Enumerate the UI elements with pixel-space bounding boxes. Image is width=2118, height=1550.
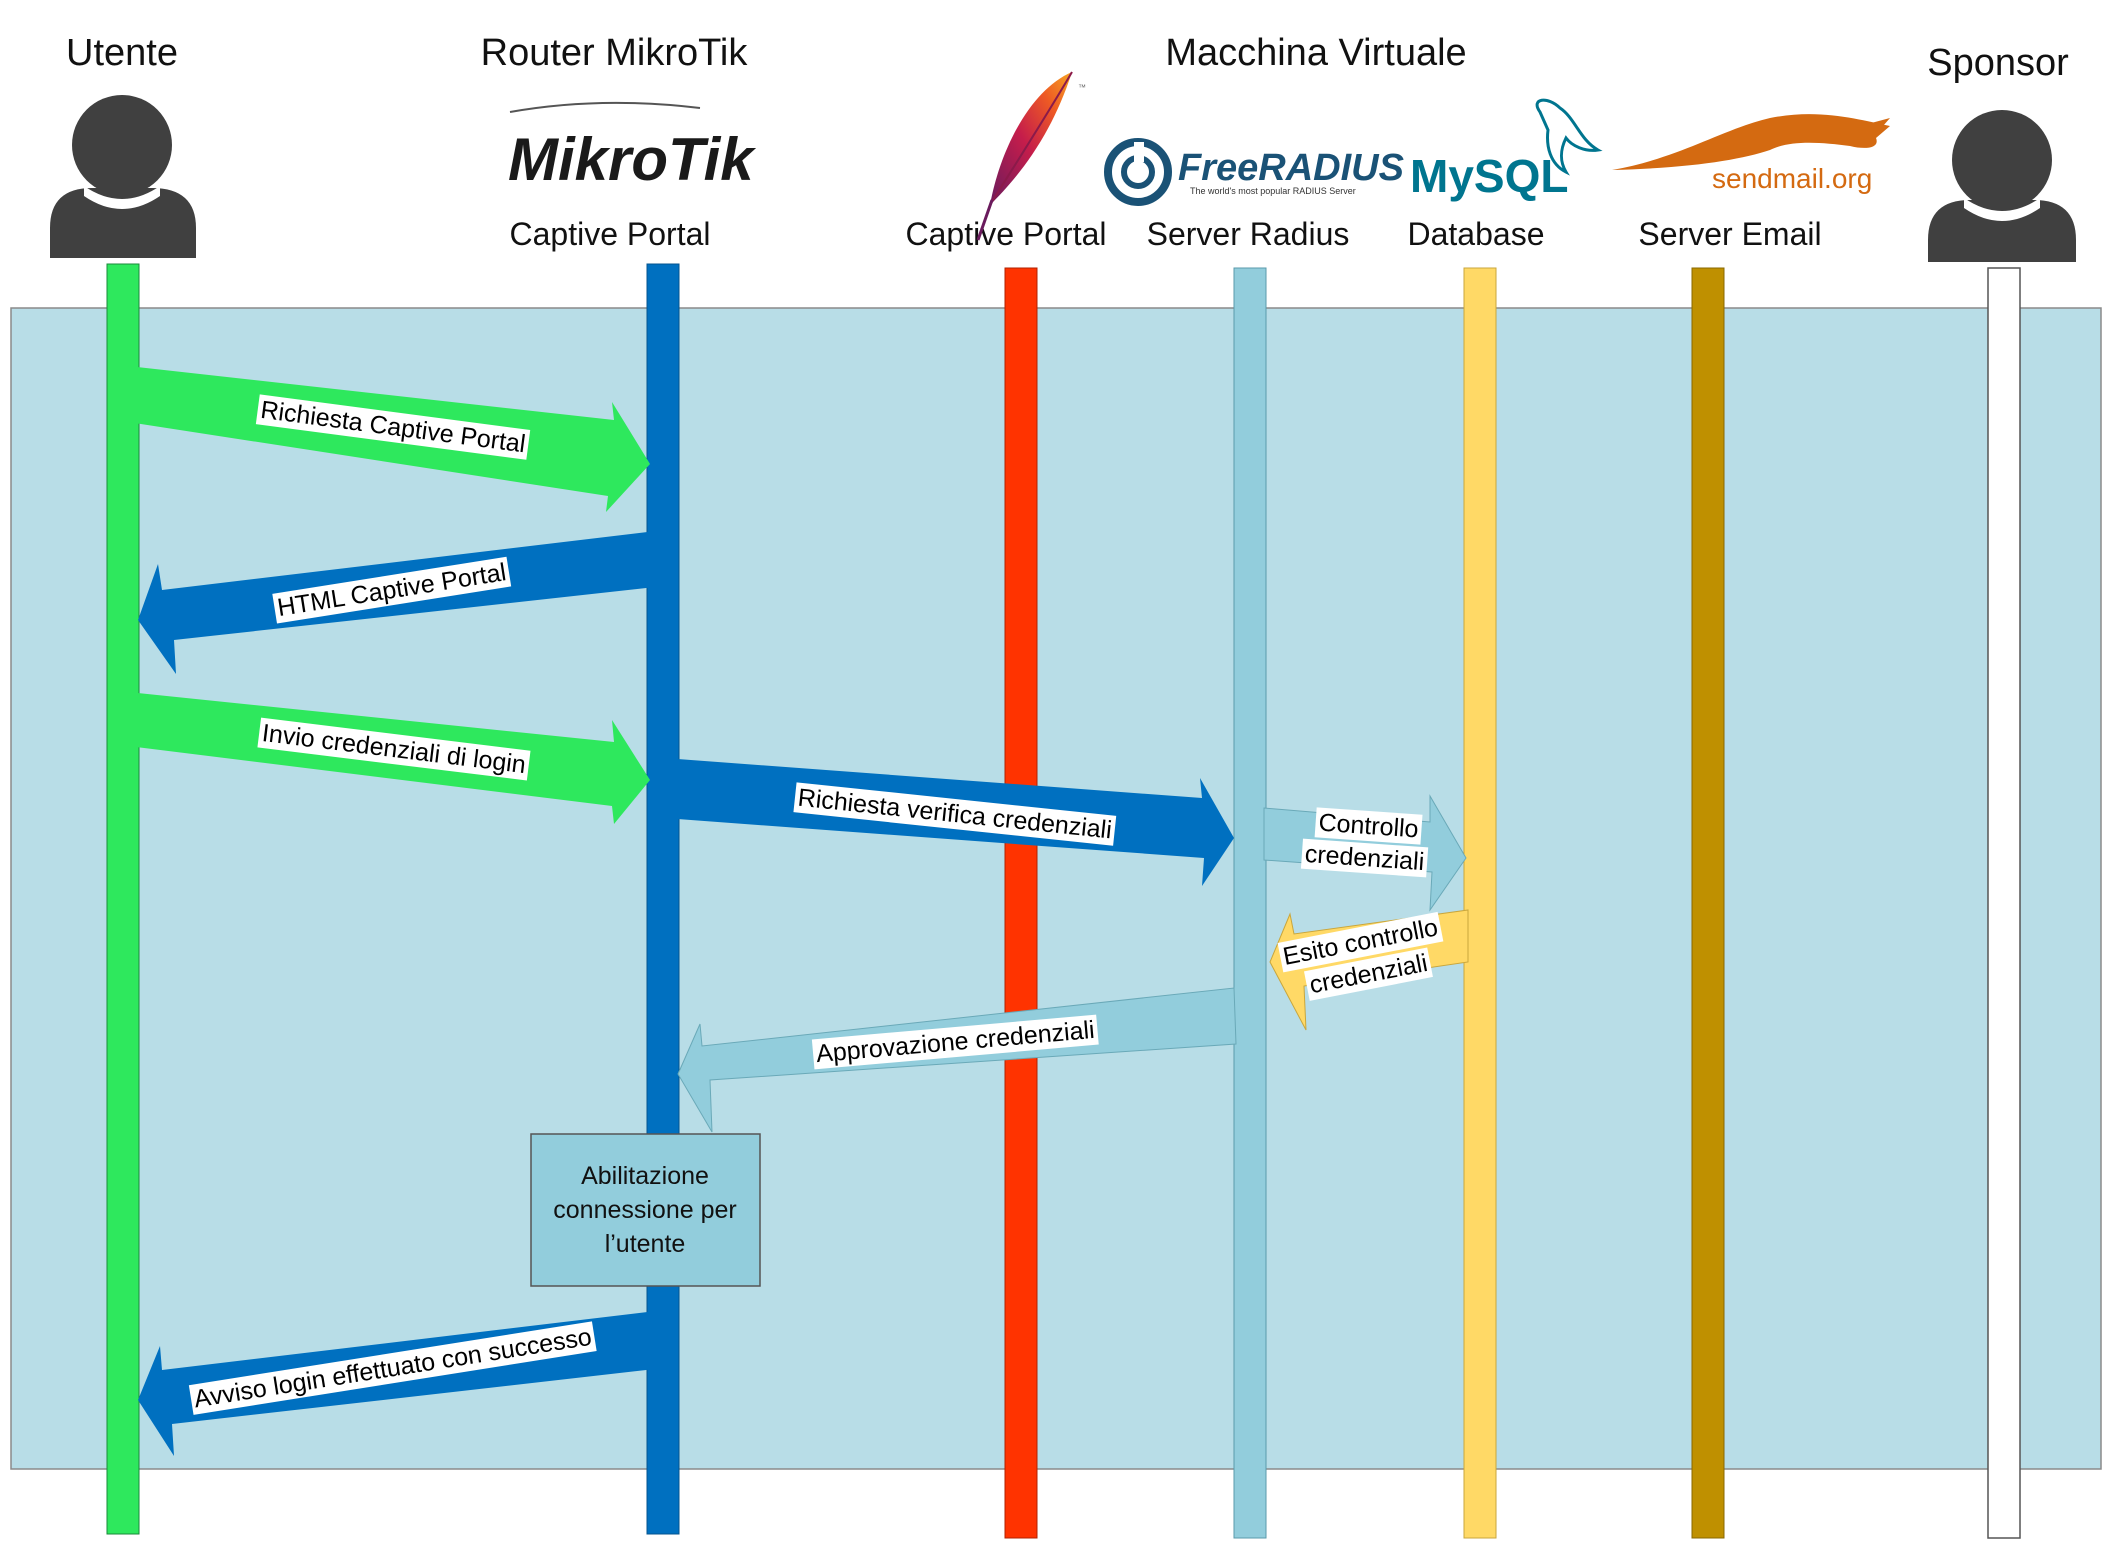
- sequence-background-band: [10, 307, 2102, 1470]
- database-lifeline: [1463, 267, 1497, 1539]
- sendmail-logo-text: sendmail.org: [1712, 163, 1872, 194]
- apache-lifeline: [1004, 267, 1038, 1539]
- mikrotik-logo-text: MikroTik: [508, 126, 756, 193]
- email-lifeline-label: Server Email: [1638, 216, 1822, 252]
- label-background: [793, 782, 1117, 846]
- database-lifeline-label: Database: [1407, 216, 1545, 252]
- activation-box-line2: connessione per: [553, 1196, 736, 1224]
- mysql-logo: MySQL: [1410, 98, 1603, 202]
- label-background: [1304, 947, 1433, 1001]
- utente-person-icon: [50, 95, 196, 258]
- participant-router-title: Router MikroTik: [480, 32, 748, 74]
- label-background: [1314, 807, 1423, 845]
- apache-lifeline-label: Captive Portal: [905, 216, 1107, 252]
- label-background: [1300, 838, 1429, 878]
- sponsor-person-icon: [1928, 110, 2076, 262]
- freeradius-logo-text: FreeRADIUS: [1178, 147, 1404, 189]
- label-controllo-credenziali-1: Controllo: [1318, 809, 1420, 844]
- participant-vm-title: Macchina Virtuale: [1165, 32, 1467, 74]
- sendmail-logo: sendmail.org: [1612, 114, 1890, 194]
- label-background: [188, 1321, 597, 1415]
- sponsor-lifeline: [1987, 267, 2021, 1539]
- participant-sponsor-title: Sponsor: [1927, 42, 2069, 84]
- participant-utente-title: Utente: [66, 32, 178, 74]
- mikrotik-logo: MikroTik: [508, 101, 756, 193]
- freeradius-tagline: The world's most popular RADIUS Server: [1190, 186, 1356, 196]
- activation-box: [530, 1133, 761, 1287]
- label-background: [811, 1014, 1099, 1070]
- activation-box-line1: Abilitazione: [581, 1162, 709, 1190]
- freeradius-logo: FreeRADIUS The world's most popular RADI…: [1104, 138, 1404, 206]
- radius-lifeline: [1233, 267, 1267, 1539]
- activation-box-line3: l’utente: [605, 1230, 686, 1258]
- email-lifeline: [1691, 267, 1725, 1539]
- mysql-logo-text: MySQL: [1410, 150, 1568, 202]
- router-lifeline-label: Captive Portal: [509, 216, 711, 252]
- label-background: [1277, 911, 1444, 973]
- svg-text:™: ™: [1078, 83, 1086, 92]
- label-background: [257, 717, 531, 781]
- label-background: [255, 394, 531, 460]
- utente-lifeline: [106, 263, 140, 1535]
- label-background: [272, 556, 512, 624]
- radius-lifeline-label: Server Radius: [1146, 216, 1350, 252]
- apache-feather-logo: ™: [976, 71, 1086, 241]
